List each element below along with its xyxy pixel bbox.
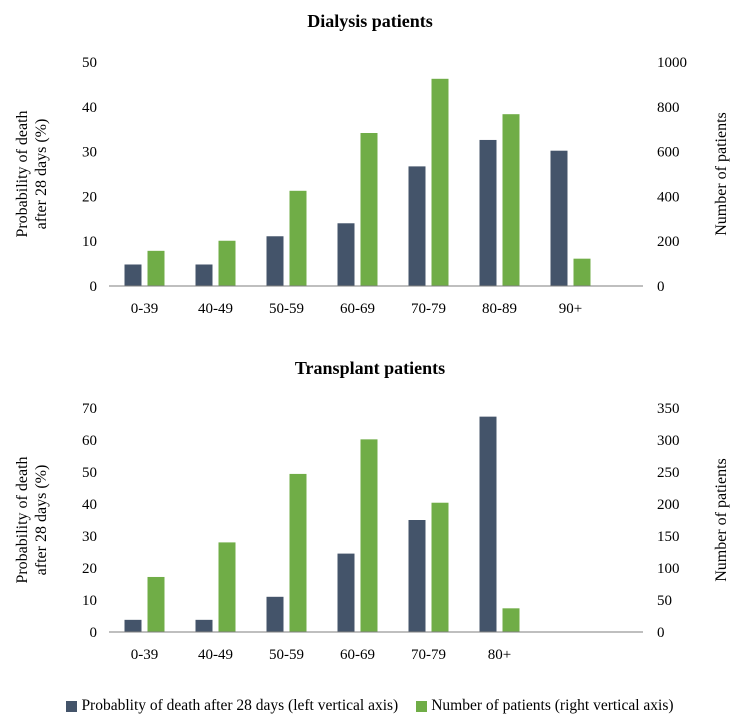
category-label-transplant: 40-49 [198, 647, 233, 663]
right-tick-label-dialysis: 0 [657, 279, 665, 295]
left-tick-label-transplant: 0 [90, 625, 98, 641]
bar-death-dialysis [266, 236, 284, 286]
chart-title-transplant: Transplant patients [295, 358, 445, 378]
left-tick-label-dialysis: 30 [82, 145, 97, 161]
bar-patients-dialysis [147, 250, 165, 286]
category-label-dialysis: 80-89 [482, 301, 517, 317]
category-label-dialysis: 90+ [559, 301, 582, 317]
category-label-transplant: 50-59 [269, 647, 304, 663]
right-tick-label-transplant: 150 [657, 529, 680, 545]
bar-death-transplant [337, 553, 355, 632]
bar-death-dialysis [550, 150, 568, 286]
right-tick-label-transplant: 100 [657, 561, 680, 577]
bar-death-transplant [124, 619, 142, 632]
category-label-dialysis: 50-59 [269, 301, 304, 317]
category-label-dialysis: 0-39 [131, 301, 159, 317]
bar-patients-dialysis [502, 114, 520, 286]
category-label-dialysis: 40-49 [198, 301, 233, 317]
bar-death-dialysis [408, 166, 426, 286]
left-tick-label-transplant: 40 [82, 497, 97, 513]
legend-label-death: Probablity of death after 28 days (left … [81, 697, 399, 714]
bar-death-dialysis [479, 139, 497, 286]
left-tick-label-transplant: 30 [82, 529, 97, 545]
left-tick-label-transplant: 70 [82, 401, 97, 417]
legend-item-patients: Number of patients (right vertical axis) [416, 697, 674, 715]
bar-patients-transplant [502, 608, 520, 632]
legend-swatch-patients [416, 700, 428, 712]
bar-death-dialysis [337, 223, 355, 286]
right-tick-label-dialysis: 800 [657, 100, 680, 116]
bar-patients-transplant [147, 576, 165, 632]
bar-death-dialysis [124, 264, 142, 286]
left-tick-label-dialysis: 50 [82, 55, 97, 71]
left-axis-label-dialysis: Probability of death [14, 110, 31, 237]
right-axis-label-transplant: Number of patients [713, 458, 730, 582]
bar-patients-dialysis [218, 240, 236, 286]
left-axis-label-dialysis: after 28 days (%) [33, 119, 50, 230]
category-label-dialysis: 70-79 [411, 301, 446, 317]
legend-item-death: Probablity of death after 28 days (left … [66, 697, 398, 715]
left-tick-label-transplant: 60 [82, 433, 97, 449]
right-tick-label-transplant: 50 [657, 593, 672, 609]
left-tick-label-transplant: 20 [82, 561, 97, 577]
bar-patients-dialysis [289, 190, 307, 286]
bar-patients-transplant [218, 542, 236, 632]
bar-death-transplant [408, 520, 426, 632]
chart-title-dialysis: Dialysis patients [307, 11, 433, 31]
bar-death-transplant [266, 596, 284, 632]
left-tick-label-dialysis: 20 [82, 189, 97, 205]
left-tick-label-transplant: 10 [82, 593, 97, 609]
bar-patients-dialysis [360, 133, 378, 286]
legend-swatch-death [66, 700, 78, 712]
bar-patients-dialysis [431, 78, 449, 286]
right-tick-label-dialysis: 1000 [657, 55, 687, 71]
category-label-dialysis: 60-69 [340, 301, 375, 317]
left-axis-label-transplant: after 28 days (%) [33, 465, 50, 576]
left-tick-label-dialysis: 0 [90, 279, 98, 295]
bar-death-transplant [195, 619, 213, 632]
right-tick-label-transplant: 200 [657, 497, 680, 513]
right-tick-label-transplant: 300 [657, 433, 680, 449]
category-label-transplant: 0-39 [131, 647, 159, 663]
right-tick-label-dialysis: 200 [657, 234, 680, 250]
right-axis-label-dialysis: Number of patients [713, 112, 730, 236]
bar-patients-transplant [360, 439, 378, 632]
right-tick-label-transplant: 250 [657, 465, 680, 481]
bar-patients-transplant [289, 473, 307, 632]
legend: Probablity of death after 28 days (left … [0, 693, 740, 719]
category-label-transplant: 60-69 [340, 647, 375, 663]
left-tick-label-dialysis: 40 [82, 100, 97, 116]
left-tick-label-dialysis: 10 [82, 234, 97, 250]
right-tick-label-dialysis: 400 [657, 189, 680, 205]
category-label-transplant: 70-79 [411, 647, 446, 663]
bar-patients-transplant [431, 502, 449, 632]
right-tick-label-transplant: 350 [657, 401, 680, 417]
right-tick-label-dialysis: 600 [657, 145, 680, 161]
bar-death-transplant [479, 416, 497, 632]
right-tick-label-transplant: 0 [657, 625, 665, 641]
left-axis-label-transplant: Probability of death [14, 456, 31, 583]
bar-patients-dialysis [573, 258, 591, 286]
category-label-transplant: 80+ [488, 647, 511, 663]
left-tick-label-transplant: 50 [82, 465, 97, 481]
bar-death-dialysis [195, 264, 213, 286]
legend-label-patients: Number of patients (right vertical axis) [431, 697, 674, 714]
